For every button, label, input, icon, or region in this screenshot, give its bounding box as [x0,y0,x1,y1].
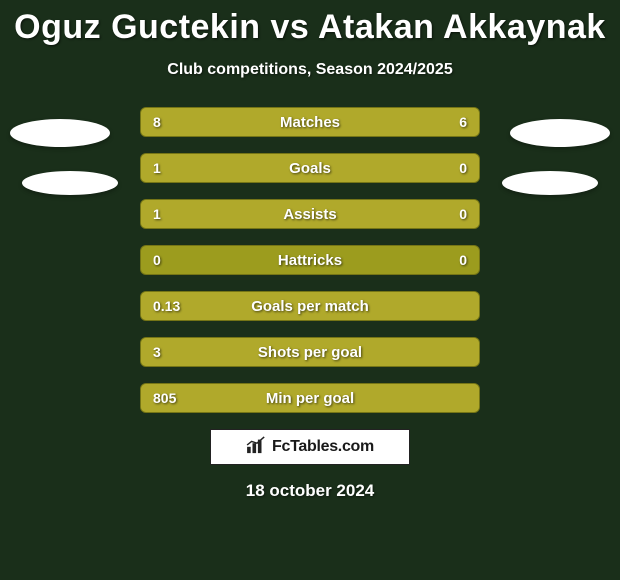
stat-value-right: 6 [459,108,467,136]
date-text: 18 october 2024 [0,481,620,501]
stat-row: 0Hattricks0 [140,245,480,275]
stat-label: Goals per match [141,292,479,320]
stat-label: Matches [141,108,479,136]
stat-row: 3Shots per goal [140,337,480,367]
brand-box: FcTables.com [210,429,410,465]
stat-row: 0.13Goals per match [140,291,480,321]
subtitle: Club competitions, Season 2024/2025 [0,61,620,79]
stat-value-right: 0 [459,154,467,182]
player-left-oval-2 [22,171,118,195]
stat-label: Goals [141,154,479,182]
stat-value-right: 0 [459,246,467,274]
stat-row: 805Min per goal [140,383,480,413]
stat-row: 1Goals0 [140,153,480,183]
page-title: Oguz Guctekin vs Atakan Akkaynak [0,0,620,47]
brand-text: FcTables.com [272,438,374,456]
stat-rows: 8Matches61Goals01Assists00Hattricks00.13… [140,107,480,413]
stat-row: 8Matches6 [140,107,480,137]
player-right-oval-2 [502,171,598,195]
chart-icon [246,436,268,459]
stat-label: Shots per goal [141,338,479,366]
player-right-oval-1 [510,119,610,147]
stat-label: Hattricks [141,246,479,274]
stat-row: 1Assists0 [140,199,480,229]
stat-value-right: 0 [459,200,467,228]
stat-label: Min per goal [141,384,479,412]
stat-label: Assists [141,200,479,228]
player-left-oval-1 [10,119,110,147]
comparison-chart: 8Matches61Goals01Assists00Hattricks00.13… [0,107,620,413]
